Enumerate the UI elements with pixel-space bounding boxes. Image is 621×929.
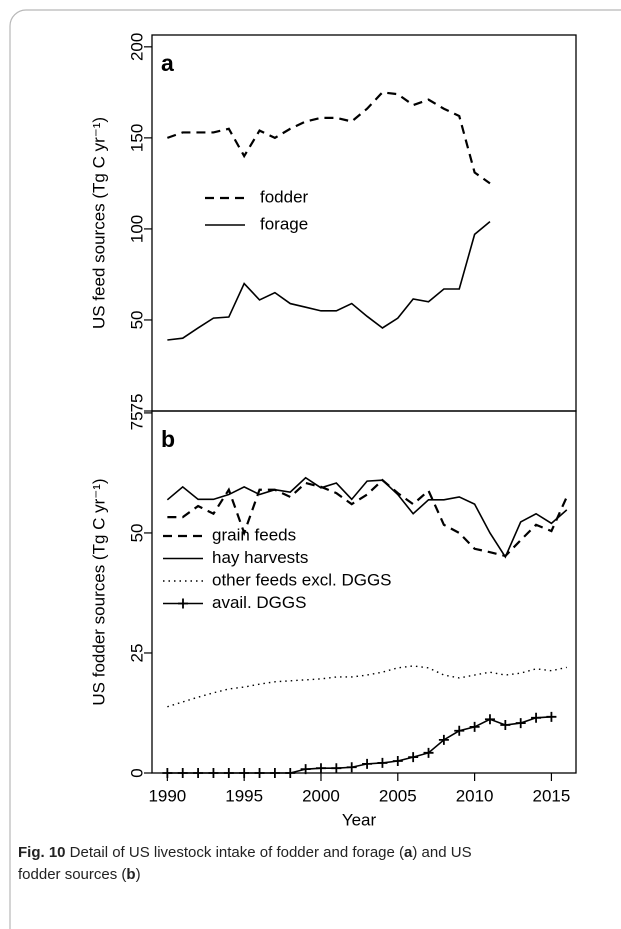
panel-label: a: [161, 50, 174, 76]
point-marker: [408, 752, 419, 763]
y-tick-label: 75: [127, 394, 146, 413]
y-tick-label: 200: [127, 33, 146, 61]
series-line: [166, 476, 568, 559]
point-marker: [454, 725, 465, 736]
point-marker: [193, 768, 204, 778]
point-marker: [531, 712, 542, 723]
point-marker: [254, 768, 265, 778]
point-marker: [515, 718, 526, 729]
point-marker: [392, 755, 403, 766]
x-tick-label: 2010: [456, 786, 494, 805]
series-line: [167, 478, 568, 558]
point-marker: [362, 758, 373, 769]
y-axis-label: US feed sources (Tg C yr⁻¹): [89, 117, 108, 329]
x-tick-label: 2015: [533, 786, 571, 805]
point-marker: [239, 768, 250, 778]
y-tick-label: 50: [127, 523, 146, 542]
y-tick-label: 100: [127, 215, 146, 243]
legend-label: hay harvests: [212, 548, 308, 567]
x-tick-label: 1995: [225, 786, 263, 805]
y-tick-label: 150: [127, 124, 146, 152]
point-marker: [300, 764, 311, 775]
y-tick-label: 25: [127, 644, 146, 663]
y-tick-label: 0: [127, 768, 146, 777]
x-tick-label: 2005: [379, 786, 417, 805]
x-tick-label: 1990: [148, 786, 186, 805]
point-marker: [469, 721, 480, 732]
caption-text: Detail of US livestock intake of fodder …: [65, 844, 405, 861]
point-marker: [438, 734, 449, 745]
series-line: [166, 91, 491, 185]
caption-text: b: [126, 866, 136, 883]
x-axis-label: Year: [342, 810, 377, 829]
caption-text: ) and US: [412, 844, 472, 861]
point-marker: [269, 768, 280, 778]
point-marker: [208, 768, 219, 778]
point-marker: [423, 747, 434, 758]
y-axis-label: US fodder sources (Tg C yr⁻¹): [89, 478, 108, 705]
legend-label: fodder: [260, 187, 309, 206]
panel-label: b: [161, 426, 175, 452]
point-marker: [177, 768, 188, 778]
series-line: [167, 665, 567, 708]
caption-text: a: [404, 844, 413, 861]
caption-text: ): [135, 866, 141, 883]
point-marker: [331, 763, 342, 774]
series-line: [167, 716, 552, 774]
legend-marker: [178, 598, 188, 609]
x-tick-label: 2000: [302, 786, 340, 805]
point-marker: [377, 757, 388, 768]
point-marker: [162, 768, 173, 778]
plot-area: [151, 34, 577, 412]
y-tick-label: 50: [127, 310, 146, 329]
plot-area: [151, 410, 577, 774]
point-marker: [500, 719, 511, 730]
caption: Fig. 10 Detail of US livestock intake of…: [18, 842, 608, 886]
legend-label: other feeds excl. DGGS: [212, 570, 392, 589]
series-line: [167, 221, 491, 341]
caption-label: Fig. 10: [18, 844, 66, 861]
legend-label: grain feeds: [212, 525, 296, 544]
point-marker: [546, 711, 557, 722]
legend-label: avail. DGGS: [212, 593, 306, 612]
legend-label: forage: [260, 214, 308, 233]
point-marker: [484, 714, 495, 725]
point-marker: [285, 768, 296, 778]
point-marker: [346, 762, 357, 773]
point-marker: [223, 768, 234, 778]
caption-text: fodder sources (: [18, 866, 127, 883]
point-marker: [315, 763, 326, 774]
y-tick-label: 75: [127, 411, 146, 430]
frame: [9, 9, 621, 929]
